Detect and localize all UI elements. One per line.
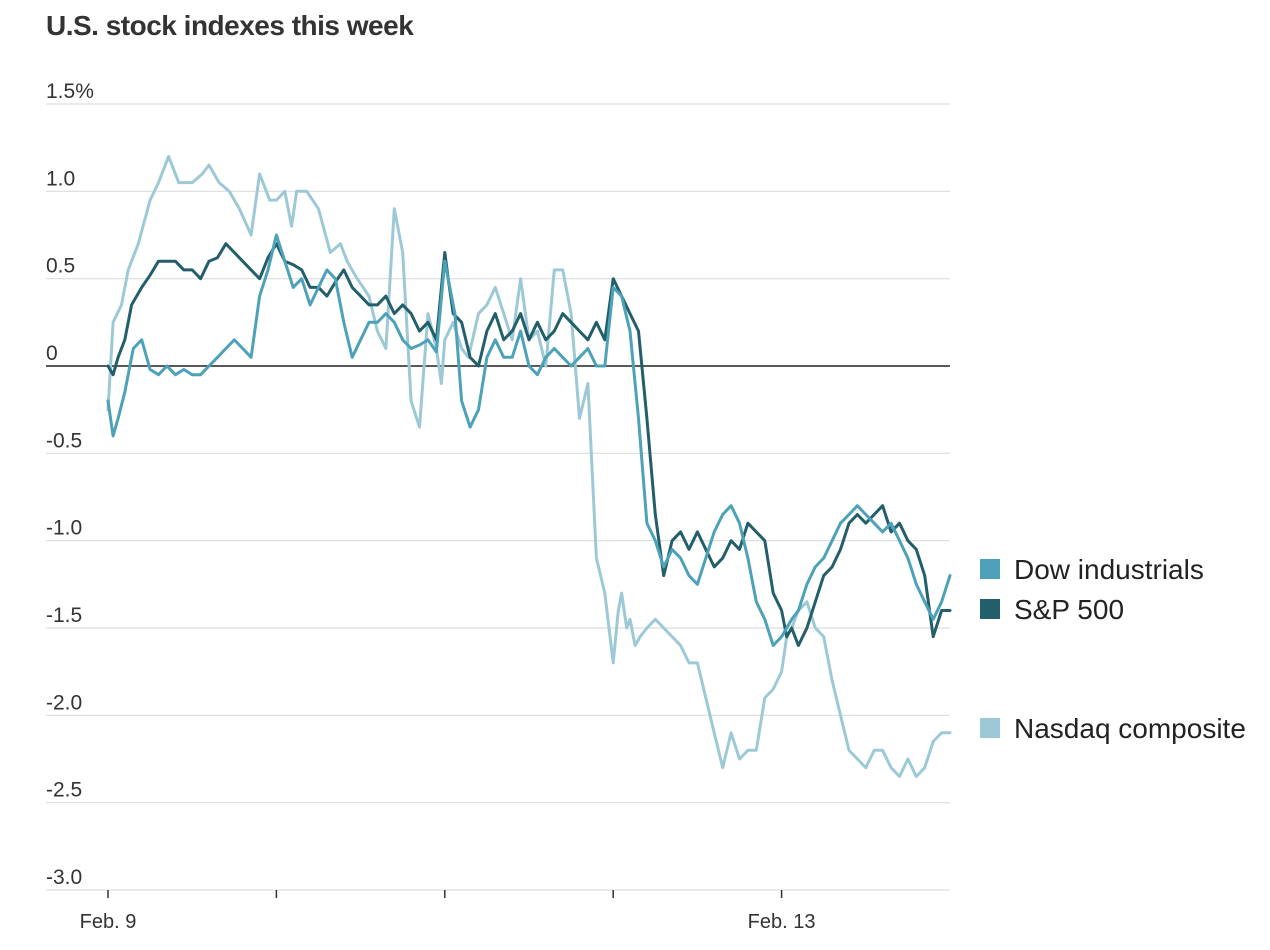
gridlines — [46, 103, 950, 804]
series-line-dow-industrials — [106, 233, 952, 647]
y-axis-tick-labels: 1.5% 1.0 0.5 0 -0.5 -1.0 -1.5 -2.0 -2.5 -3.0 — [46, 80, 94, 889]
y-tick-label: -1.0 — [46, 517, 82, 540]
series-line-nasdaq-composite — [106, 154, 952, 778]
legend-swatch — [980, 559, 1000, 579]
y-tick-label: -2.5 — [46, 779, 82, 802]
legend: Dow industrials S&P 500 Nasdaq composite — [980, 554, 1246, 744]
x-tick-label: Feb. 13 — [748, 911, 816, 933]
x-axis: Feb. 9 Feb. 13 — [46, 889, 950, 933]
series-line-s-p-500 — [106, 242, 952, 647]
y-tick-label: 1.0 — [46, 167, 75, 190]
legend-label: Dow industrials — [1014, 554, 1204, 585]
series-lines — [106, 154, 952, 778]
y-tick-label: -3.0 — [46, 866, 82, 889]
chart-title: U.S. stock indexes this week — [46, 10, 414, 41]
y-tick-label: 0 — [46, 342, 58, 365]
y-tick-label: -1.5 — [46, 604, 82, 627]
legend-swatch — [980, 718, 1000, 738]
y-tick-label: 0.5 — [46, 255, 75, 278]
x-tick-label: Feb. 9 — [80, 911, 137, 933]
y-tick-label: -0.5 — [46, 429, 82, 452]
legend-label: Nasdaq composite — [1014, 713, 1246, 744]
legend-swatch — [980, 599, 1000, 619]
legend-label: S&P 500 — [1014, 594, 1124, 625]
y-tick-label: 1.5% — [46, 80, 94, 103]
y-tick-label: -2.0 — [46, 691, 82, 714]
